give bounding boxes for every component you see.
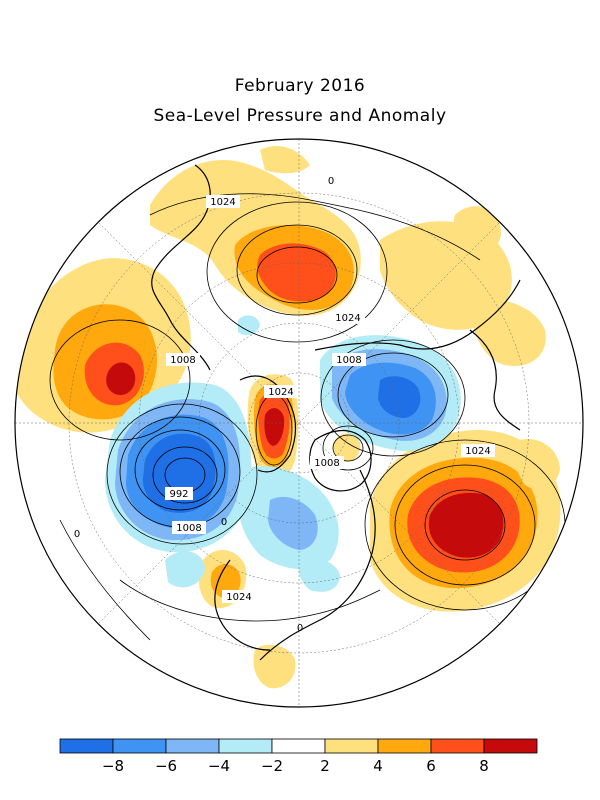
contour-low-atlantic-3	[106, 403, 258, 545]
contour-label-text: 1024	[465, 446, 490, 457]
contour-label: 992	[165, 487, 193, 500]
contour-label-group: 1024 1024 1008 1024 1008 1008 992 1008	[74, 176, 495, 634]
contour-high-asia-3	[256, 246, 338, 304]
contour-arctic-bubble-2	[332, 434, 364, 462]
color-scale-ticks: −8 −6 −4 −2 2 4 6 8	[102, 757, 489, 775]
contour-label: 1024	[461, 444, 495, 457]
color-scale-tick-label: 8	[479, 757, 489, 775]
negative-anomaly-pacific-edge	[165, 551, 205, 588]
contour-label-text: 1008	[170, 355, 195, 366]
color-scale-tick-label: −6	[155, 757, 177, 775]
color-scale-swatch	[271, 738, 326, 754]
contour-low-siberia-1	[337, 352, 449, 438]
contour-zero-label: 0	[221, 517, 227, 528]
negative-anomaly-arctic-mid	[268, 496, 318, 550]
contour-zero-label: 0	[328, 176, 334, 187]
contour-label: 1024	[222, 590, 256, 603]
contour-label-text: 1024	[226, 592, 251, 603]
contour-label: 1008	[166, 353, 200, 366]
color-scale-swatch	[218, 738, 273, 754]
coast-europe	[239, 375, 296, 473]
color-scale-swatch	[112, 738, 167, 754]
contour-label-text: 1024	[335, 313, 360, 324]
color-scale-swatch	[324, 738, 379, 754]
color-scale-tick-label: −2	[261, 757, 283, 775]
negative-anomaly-siberia-core	[378, 376, 421, 418]
contour-zero-label: 0	[297, 623, 303, 634]
contour-high-asia-2	[206, 201, 388, 343]
positive-anomaly-pacific-west-core3	[106, 362, 136, 396]
contour-label: 1008	[172, 521, 206, 534]
contour-1024-south	[119, 579, 381, 622]
contour-zero-label: 0	[74, 529, 80, 540]
contour-label: 1024	[206, 195, 240, 208]
color-scale-tick-label: 6	[426, 757, 436, 775]
color-scale-swatch	[165, 738, 220, 754]
positive-anomaly-bottom	[253, 644, 296, 689]
positive-anomaly-arctic-bubble	[333, 433, 361, 462]
positive-anomaly-north-america-core3	[428, 492, 504, 558]
color-scale-swatches	[59, 738, 538, 754]
color-scale-tick-label: −4	[208, 757, 230, 775]
positive-anomaly-top-core2	[257, 243, 336, 302]
contour-low-atlantic-4	[152, 446, 218, 504]
color-scale-tick-label: 2	[320, 757, 330, 775]
negative-anomaly-north-small	[238, 315, 260, 336]
contour-label-text: 1008	[336, 355, 361, 366]
contour-label-text: 1024	[268, 387, 293, 398]
map-disk	[15, 139, 583, 707]
contour-label: 1024	[331, 311, 365, 324]
color-scale-swatch	[59, 738, 114, 754]
positive-anomaly-europe-core3	[264, 408, 285, 446]
coast-northamerica	[259, 469, 376, 661]
contour-low-siberia-2	[320, 339, 466, 457]
positive-anomaly-right-edge	[515, 439, 560, 490]
contour-high-asia-1	[236, 224, 358, 316]
coast-central	[214, 559, 271, 651]
color-scale-swatch	[483, 738, 538, 754]
anomaly-shading	[15, 145, 561, 689]
positive-anomaly-south-core	[210, 564, 241, 598]
positive-anomaly-east	[470, 298, 546, 366]
color-scale-swatch	[430, 738, 485, 754]
contour-label: 1024	[264, 385, 298, 398]
color-scale-swatch	[377, 738, 432, 754]
positive-anomaly-top-right	[453, 206, 501, 252]
map-border	[14, 138, 584, 708]
map-title: February 2016	[234, 76, 366, 96]
graticule	[15, 139, 583, 707]
color-scale: −8 −6 −4 −2 2 4 6 8	[59, 738, 538, 775]
coast-alaska	[469, 329, 521, 431]
color-scale-tick-label: 4	[373, 757, 383, 775]
contour-pacific-high	[49, 319, 191, 441]
negative-anomaly-atlantic-core	[142, 433, 216, 513]
contour-1024-edge	[59, 519, 151, 641]
contour-label-text: 1024	[210, 197, 235, 208]
contour-arctic-bubble-1	[322, 425, 374, 471]
contour-label-text: 1008	[314, 458, 339, 469]
color-scale-tick-label: −8	[102, 757, 124, 775]
contour-label-text: 992	[169, 489, 188, 500]
contour-label: 1008	[310, 456, 344, 469]
positive-anomaly-top-east	[260, 145, 310, 174]
coast-asia	[314, 279, 521, 351]
negative-anomaly-east-small	[298, 558, 340, 592]
contour-low-atlantic-1	[134, 429, 226, 511]
contour-high-america-1	[394, 464, 536, 586]
contour-1024-top	[149, 193, 481, 261]
contour-label: 1008	[332, 353, 366, 366]
contour-label-text: 1008	[176, 523, 201, 534]
map-subtitle: Sea-Level Pressure and Anomaly	[153, 106, 447, 126]
